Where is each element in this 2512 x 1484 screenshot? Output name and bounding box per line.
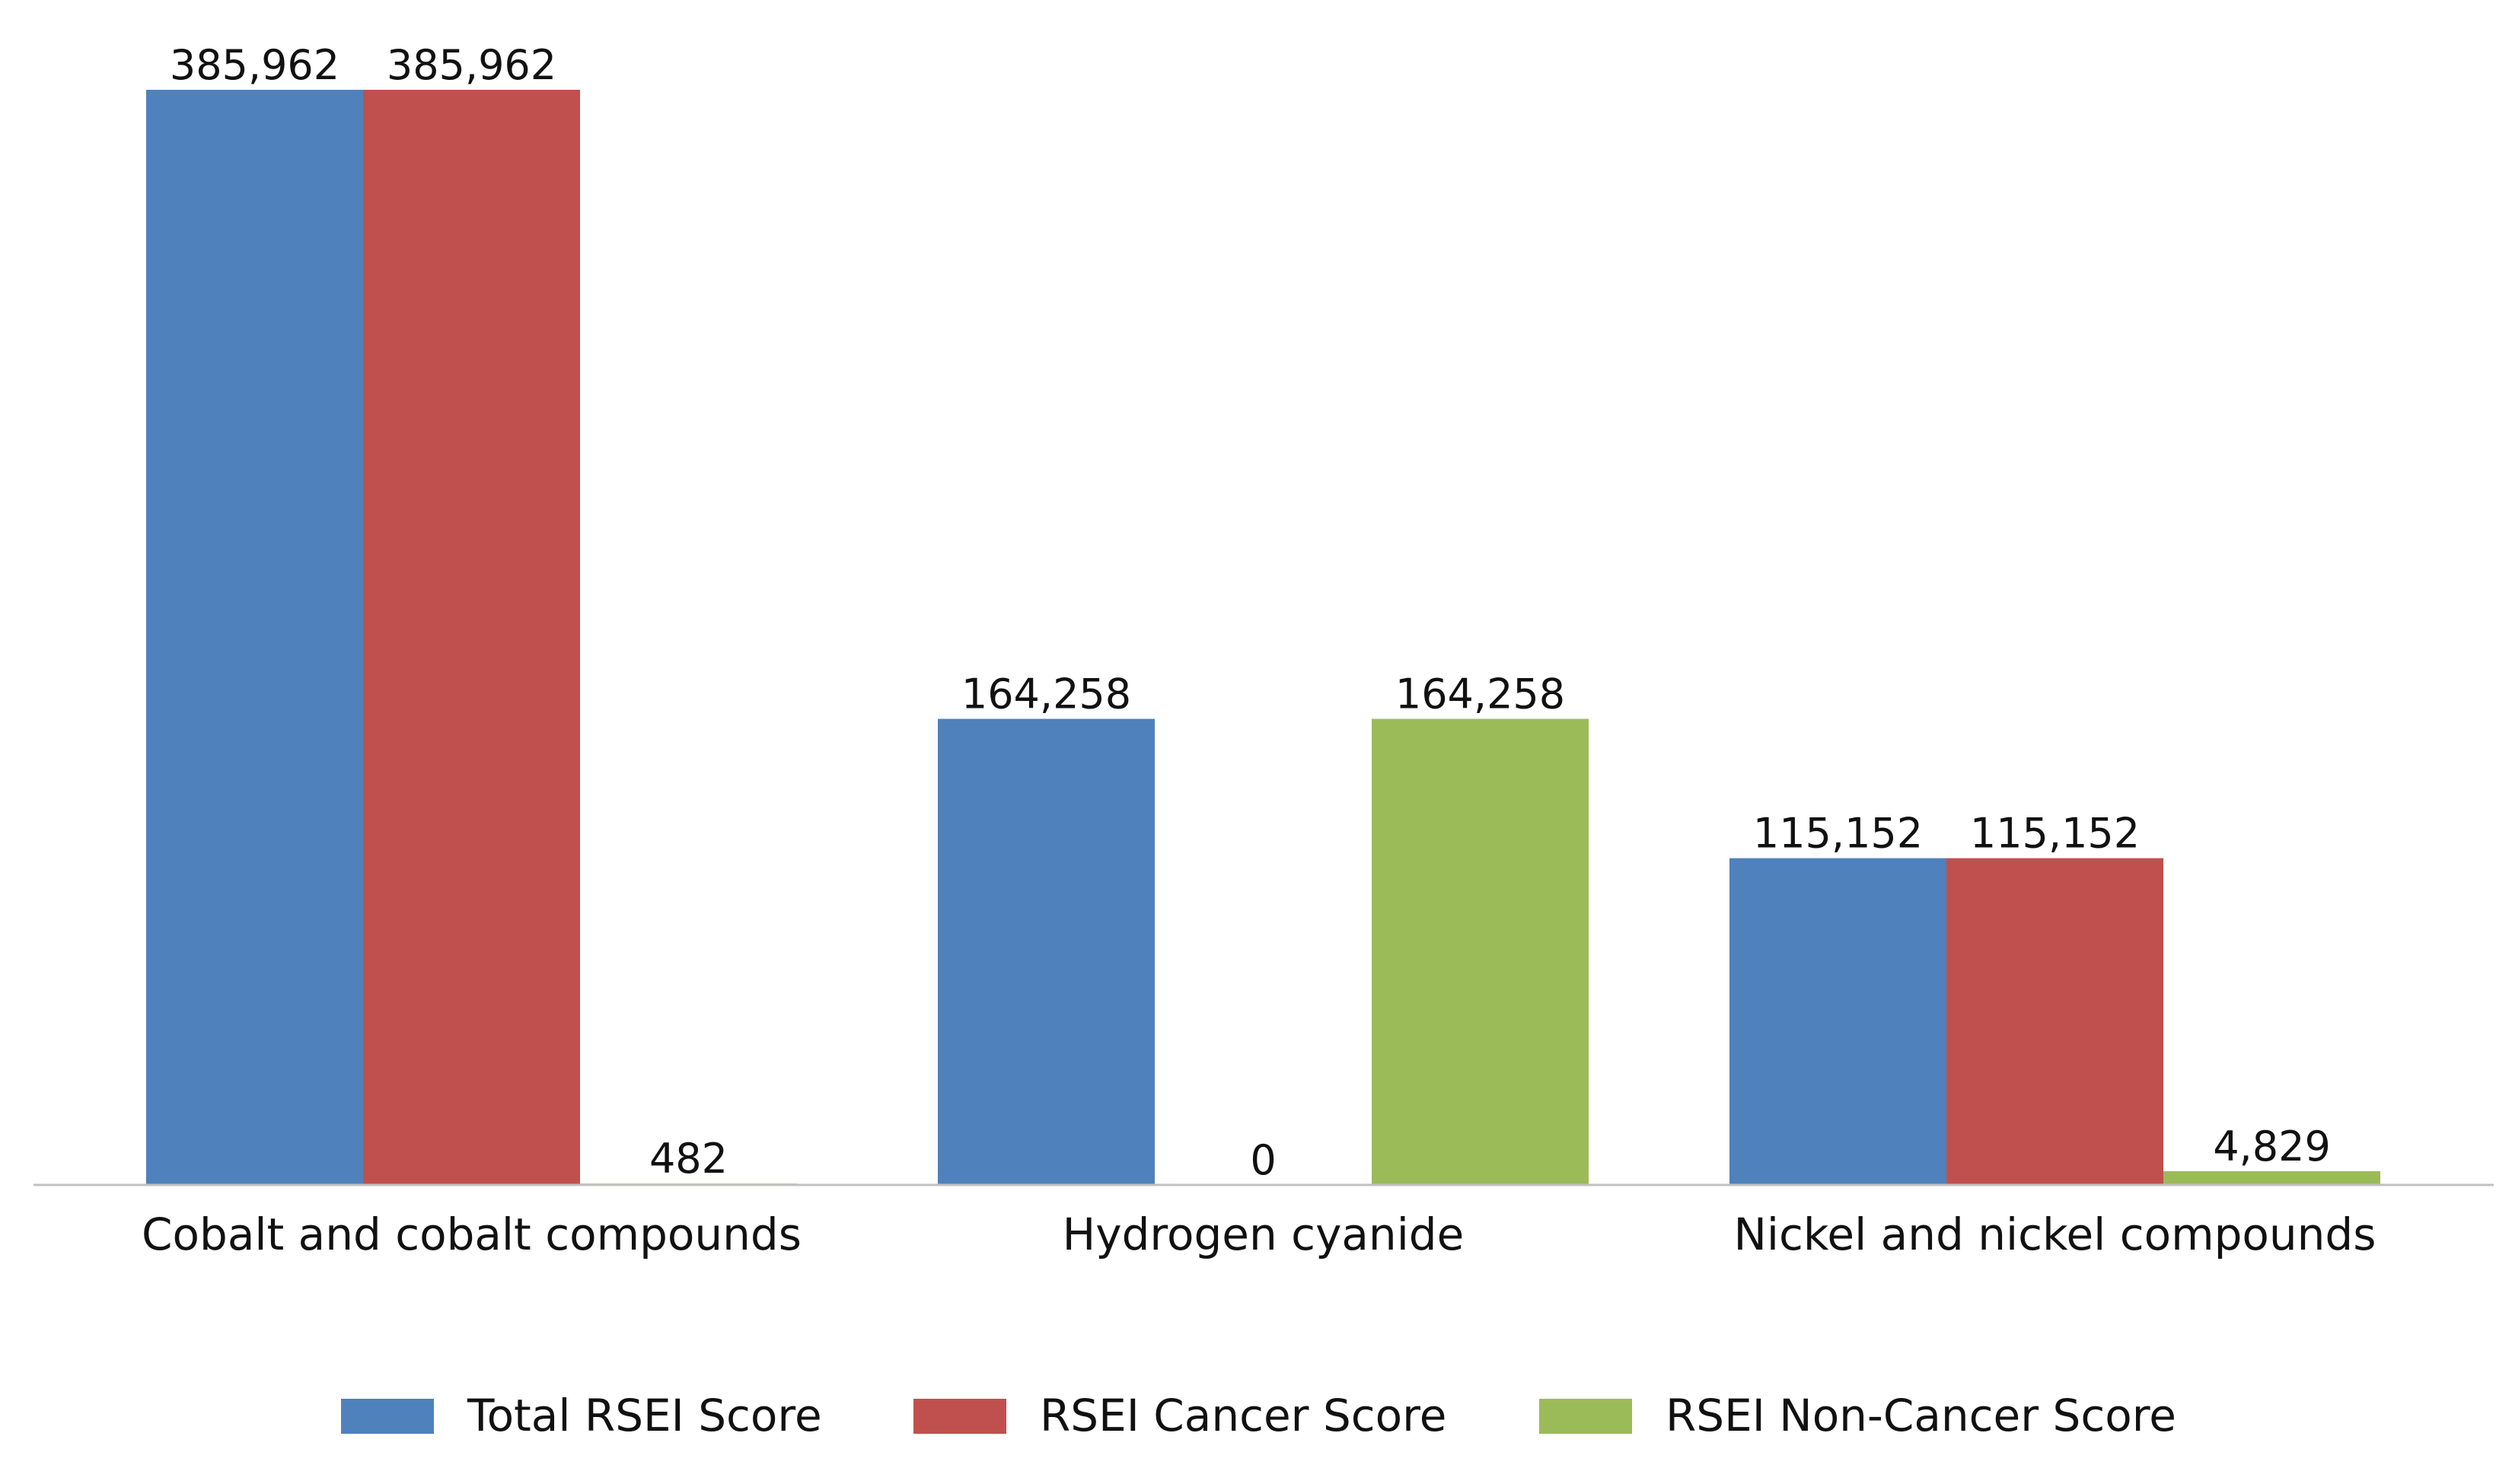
bar-labels-group: 385,962 385,962 482 164,258 0 164,258 115,152 1… <box>170 41 2331 1184</box>
bar-rsei-cancer-score-nickel-and-nickel-compounds <box>1946 858 2163 1185</box>
legend-label-rsei-cancer-score: RSEI Cancer Score <box>1040 1390 1446 1441</box>
data-label-rsei-cancer-score-cobalt-and-cobalt-compounds: 385,962 <box>387 41 556 89</box>
bars-group <box>146 90 2380 1185</box>
bar-total-rsei-score-nickel-and-nickel-compounds <box>1729 858 1946 1185</box>
category-label-hydrogen-cyanide: Hydrogen cyanide <box>1063 1209 1465 1260</box>
legend: Total RSEI Score RSEI Cancer Score RSEI No… <box>341 1390 2176 1441</box>
legend-label-rsei-non-cancer-score: RSEI Non-Cancer Score <box>1666 1390 2176 1441</box>
data-label-rsei-non-cancer-score-cobalt-and-cobalt-compounds: 482 <box>649 1135 728 1183</box>
bar-rsei-cancer-score-cobalt-and-cobalt-compounds <box>363 90 580 1185</box>
legend-swatch-rsei-cancer-score <box>913 1399 1006 1434</box>
data-label-rsei-cancer-score-nickel-and-nickel-compounds: 115,152 <box>1970 810 2140 858</box>
data-label-rsei-non-cancer-score-hydrogen-cyanide: 164,258 <box>1395 670 1565 718</box>
legend-swatch-rsei-non-cancer-score <box>1539 1399 1632 1434</box>
data-label-total-rsei-score-hydrogen-cyanide: 164,258 <box>961 670 1131 718</box>
category-label-nickel-and-nickel-compounds: Nickel and nickel compounds <box>1734 1209 2377 1260</box>
bar-rsei-non-cancer-score-hydrogen-cyanide <box>1372 718 1589 1185</box>
bar-rsei-non-cancer-score-nickel-and-nickel-compounds <box>2163 1170 2380 1185</box>
bar-total-rsei-score-hydrogen-cyanide <box>938 718 1155 1185</box>
data-label-rsei-non-cancer-score-nickel-and-nickel-compounds: 4,829 <box>2213 1123 2331 1170</box>
legend-label-total-rsei-score: Total RSEI Score <box>467 1390 822 1441</box>
category-labels-group: Cobalt and cobalt compounds Hydrogen cyan… <box>142 1209 2376 1260</box>
bar-total-rsei-score-cobalt-and-cobalt-compounds <box>146 90 363 1185</box>
data-label-rsei-cancer-score-hydrogen-cyanide: 0 <box>1250 1136 1276 1184</box>
data-label-total-rsei-score-nickel-and-nickel-compounds: 115,152 <box>1753 810 1923 858</box>
data-label-total-rsei-score-cobalt-and-cobalt-compounds: 385,962 <box>170 41 340 89</box>
category-label-cobalt-and-cobalt-compounds: Cobalt and cobalt compounds <box>142 1209 802 1260</box>
legend-swatch-total-rsei-score <box>341 1399 434 1434</box>
